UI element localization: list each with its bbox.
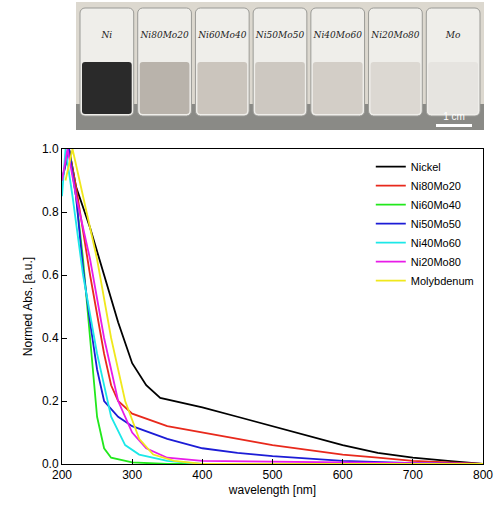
svg-text:0.2: 0.2 (42, 394, 59, 408)
svg-text:1.0: 1.0 (42, 142, 59, 156)
svg-text:Molybdenum: Molybdenum (411, 275, 474, 287)
svg-text:wavelength [nm]: wavelength [nm] (228, 483, 316, 497)
svg-text:0.4: 0.4 (42, 331, 59, 345)
svg-text:Ni20Mo80: Ni20Mo80 (370, 30, 420, 40)
svg-text:800: 800 (473, 468, 493, 482)
svg-text:400: 400 (192, 468, 212, 482)
svg-text:1 cm: 1 cm (443, 111, 465, 122)
svg-text:0.0: 0.0 (42, 457, 59, 471)
svg-text:600: 600 (333, 468, 353, 482)
svg-text:Ni80Mo20: Ni80Mo20 (411, 180, 461, 192)
svg-text:Ni: Ni (100, 30, 112, 40)
svg-text:Normed Abs. [a.u.]: Normed Abs. [a.u.] (21, 257, 35, 356)
svg-text:200: 200 (52, 468, 72, 482)
svg-text:0.8: 0.8 (42, 205, 59, 219)
svg-text:700: 700 (403, 468, 423, 482)
svg-text:0.6: 0.6 (42, 268, 59, 282)
svg-text:Ni60Mo40: Ni60Mo40 (411, 199, 461, 211)
svg-text:Ni80Mo20: Ni80Mo20 (139, 30, 189, 40)
svg-text:Ni50Mo50: Ni50Mo50 (255, 30, 305, 40)
svg-text:Ni40Mo60: Ni40Mo60 (313, 30, 363, 40)
svg-text:Nickel: Nickel (411, 161, 441, 173)
svg-text:Ni40Mo60: Ni40Mo60 (411, 237, 461, 249)
svg-text:Ni60Mo40: Ni60Mo40 (197, 30, 247, 40)
svg-text:Ni50Mo50: Ni50Mo50 (411, 218, 461, 230)
svg-text:500: 500 (262, 468, 282, 482)
svg-text:Mo: Mo (445, 30, 461, 40)
svg-text:Ni20Mo80: Ni20Mo80 (411, 256, 461, 268)
svg-text:300: 300 (122, 468, 142, 482)
